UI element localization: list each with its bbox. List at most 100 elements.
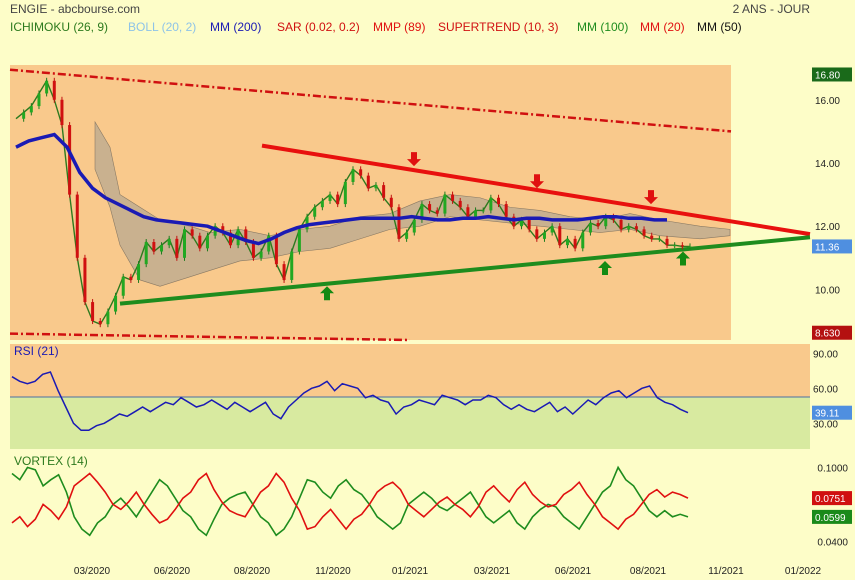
candle-body <box>129 276 133 280</box>
candle-body <box>106 311 110 325</box>
x-tick: 11/2020 <box>315 566 351 577</box>
candle-body <box>98 321 102 325</box>
candle-body <box>466 207 470 217</box>
candle-body <box>504 204 508 217</box>
candle-body <box>588 223 592 233</box>
candle-body <box>673 245 677 247</box>
candle-body <box>68 125 72 195</box>
candle-body <box>405 232 409 239</box>
indicator-label: SAR (0.02, 0.2) <box>277 20 360 34</box>
x-tick: 03/2021 <box>474 566 511 577</box>
candle-body <box>343 181 347 205</box>
mm200-line <box>15 132 667 246</box>
candle-body <box>190 229 194 236</box>
vortex-title: VORTEX (14) <box>14 454 88 468</box>
candle-body <box>290 251 294 280</box>
candle-body <box>121 276 125 296</box>
price-panel: 16.00 14.00 12.00 10.00 16.80 11.36 8.630 <box>9 65 852 342</box>
candle-body <box>573 238 577 249</box>
x-tick: 08/2021 <box>630 566 667 577</box>
candle-body <box>351 169 355 182</box>
vortex-panel: VORTEX (14) 0.1000 0.0400 0.0751 0.0599 <box>11 454 852 548</box>
candle-body <box>152 242 156 252</box>
candle-body <box>297 229 301 252</box>
candle-body <box>183 229 186 258</box>
sell-arrow-icon <box>530 174 544 189</box>
candle-body <box>397 207 401 239</box>
price-value-box-high <box>812 67 852 82</box>
candle-body <box>481 210 485 212</box>
candle-body <box>428 204 432 211</box>
candle-body <box>443 194 447 214</box>
rsi-value-label: 39.11 <box>815 409 840 420</box>
indicator-label: SUPERTREND (10, 3) <box>438 20 558 34</box>
candle-body <box>650 235 654 239</box>
buy-arrow-icon <box>598 260 612 275</box>
vortex-plus-line <box>11 465 689 537</box>
candle-body <box>336 194 340 205</box>
candle-body <box>282 264 286 280</box>
rsi-y-tick: 90.00 <box>813 349 838 360</box>
candle-body <box>489 197 493 211</box>
candle-body <box>619 219 623 230</box>
candle-body <box>596 223 600 227</box>
candle-body <box>259 251 263 258</box>
candle-body <box>642 229 646 236</box>
price-value-label-low: 8.630 <box>815 329 840 340</box>
candle-body <box>412 219 416 233</box>
candle-body <box>688 246 692 248</box>
candle-body <box>167 238 171 246</box>
rsi-y-tick: 30.00 <box>813 419 838 430</box>
candle-body <box>382 185 386 198</box>
x-tick: 01/2022 <box>785 566 822 577</box>
indicator-label: BOLL (20, 2) <box>128 20 196 34</box>
candle-body <box>244 229 248 243</box>
rsi-line <box>11 371 689 432</box>
candle-body <box>634 226 638 230</box>
chart-period: 2 ANS - JOUR <box>733 2 811 16</box>
indicator-legend: ICHIMOKU (26, 9) BOLL (20, 2) MM (200) SAR … <box>10 20 742 34</box>
candle-body <box>83 257 87 303</box>
candle-body <box>37 93 41 107</box>
x-tick: 06/2020 <box>154 566 191 577</box>
candle-body <box>60 99 64 126</box>
support-line <box>119 235 811 306</box>
candle-body <box>550 226 554 233</box>
vortex-y-tick: 0.0400 <box>817 537 848 548</box>
candle-body <box>52 80 56 100</box>
candle-body <box>175 238 179 258</box>
candle-body <box>680 245 684 247</box>
candle-body <box>420 204 424 220</box>
candle-body <box>665 238 669 246</box>
candle-body <box>558 226 562 246</box>
price-value-box-last <box>812 239 852 254</box>
candle-body <box>198 235 202 249</box>
candle-body <box>581 232 585 249</box>
candle-body <box>274 235 278 265</box>
chart-title: ENGIE - abcbourse.com <box>10 2 140 16</box>
candle-body <box>565 238 569 246</box>
candle-body <box>45 80 49 94</box>
buy-arrow-icon <box>676 251 690 266</box>
candle-body <box>374 185 378 189</box>
indicator-label: MM (200) <box>210 20 261 34</box>
candle-body <box>520 219 523 227</box>
indicator-label: MMP (89) <box>373 20 425 34</box>
x-tick: 11/2021 <box>708 566 744 577</box>
candle-body <box>22 112 26 119</box>
candle-body <box>474 210 478 217</box>
candle-body <box>313 207 317 217</box>
sell-arrow-icon <box>407 152 421 167</box>
candle-body <box>657 238 661 240</box>
candle-body <box>451 194 455 201</box>
buy-arrow-icon <box>320 286 334 301</box>
candle-body <box>320 200 324 208</box>
price-value-box-low <box>812 325 852 340</box>
x-tick: 03/2020 <box>74 566 111 577</box>
sell-arrow-icon <box>644 190 658 205</box>
indicator-label: MM (100) <box>577 20 628 34</box>
candle-body <box>535 229 539 239</box>
x-axis: 03/2020 06/2020 08/2020 11/2020 01/2021 03/20… <box>74 566 822 577</box>
candle-body <box>366 175 370 189</box>
price-y-tick: 12.00 <box>815 222 840 233</box>
